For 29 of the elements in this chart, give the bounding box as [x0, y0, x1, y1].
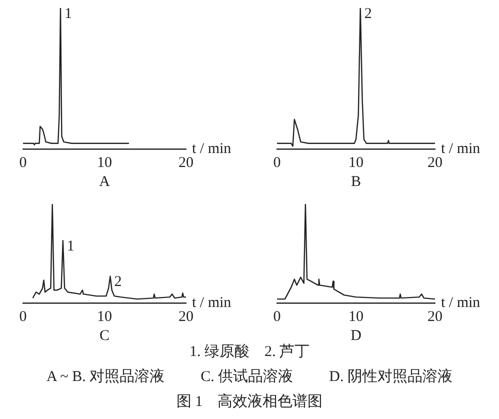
x-tick-label: 20 — [178, 154, 194, 171]
annotation: 1 — [66, 238, 74, 255]
text: D. 阴性对照品溶液 — [329, 367, 452, 387]
annotation: 1 — [64, 6, 72, 22]
annotation: 2 — [364, 6, 372, 22]
x-tick-label: 10 — [348, 154, 364, 171]
x-tick-label: 0 — [19, 308, 27, 325]
x-tick-label: 20 — [428, 154, 442, 171]
x-tick-label: 20 — [428, 308, 442, 325]
annotation: 2 — [114, 274, 122, 290]
x-tick-label: 0 — [273, 154, 281, 171]
text: A — [98, 174, 111, 191]
x-tick-label: 0 — [273, 308, 281, 325]
x-tick-label: 10 — [97, 154, 112, 171]
caption: 图 1 高效液相色谱图 — [176, 392, 323, 412]
x-axis-title: t / min — [441, 294, 481, 311]
text: C — [98, 328, 110, 345]
x-axis-title: t / min — [441, 140, 481, 157]
text: A ~ B. 对照品溶液 — [46, 367, 165, 387]
text: D — [350, 328, 362, 345]
text: C. 供试品溶液 — [200, 367, 294, 387]
x-tick-label: 0 — [19, 154, 27, 171]
text: B — [350, 174, 362, 191]
x-axis-title: t / min — [192, 294, 232, 311]
x-tick-label: 10 — [97, 308, 112, 325]
text: 1. 绿原酸 2. 芦丁 — [190, 342, 310, 362]
x-tick-label: 20 — [178, 308, 194, 325]
x-axis-title: t / min — [192, 140, 232, 157]
x-tick-label: 10 — [348, 308, 364, 325]
